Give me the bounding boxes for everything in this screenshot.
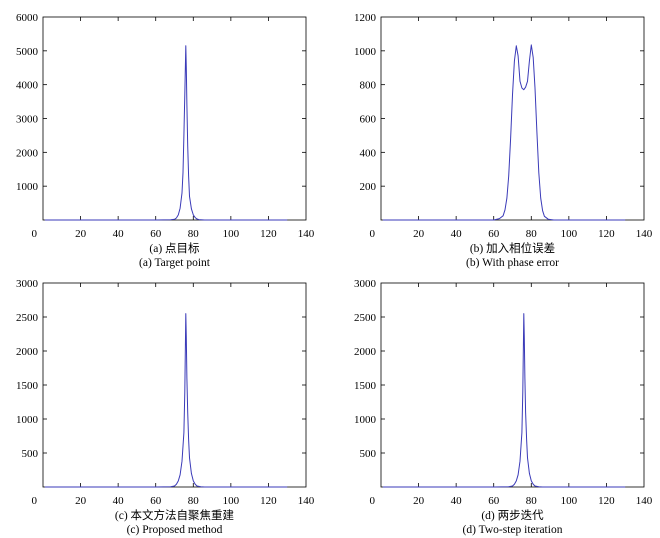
chart-panel-3: 0 20 40 60 80 100 120 140 500 1000 1500 2000 2500 300… — [354, 278, 653, 536]
caption-cn: (a) 点目标 — [149, 242, 199, 255]
y-tick-label: 3000 — [16, 278, 39, 290]
caption-en: (c) Proposed method — [127, 524, 223, 536]
x-tick-label: 0 — [370, 228, 376, 240]
x-tick-label: 0 — [32, 495, 38, 507]
y-tick-label: 200 — [360, 181, 377, 193]
x-tick-label: 100 — [223, 228, 240, 240]
series-line — [44, 45, 288, 221]
x-tick-label: 100 — [561, 228, 578, 240]
caption-cn: (c) 本文方法自聚焦重建 — [115, 508, 235, 522]
caption-en: (a) Target point — [139, 257, 211, 269]
x-tick-label: 140 — [298, 495, 315, 507]
x-tick-label: 60 — [488, 495, 500, 507]
series-line — [382, 44, 626, 221]
x-tick-label: 20 — [413, 495, 425, 507]
x-tick-label: 0 — [32, 228, 38, 240]
caption-en: (d) Two-step iteration — [463, 524, 563, 536]
y-tick-label: 1000 — [354, 46, 377, 58]
x-tick-label: 60 — [150, 228, 162, 240]
y-tick-label: 1500 — [16, 380, 39, 392]
y-tick-label: 2500 — [16, 312, 39, 324]
y-tick-label: 3000 — [16, 114, 39, 126]
x-tick-label: 100 — [561, 495, 578, 507]
x-tick-label: 140 — [298, 228, 315, 240]
x-tick-label: 80 — [526, 228, 538, 240]
series-line — [44, 313, 288, 488]
x-tick-label: 60 — [488, 228, 500, 240]
plot-frame — [380, 16, 645, 221]
y-tick-label: 400 — [360, 147, 377, 159]
x-tick-label: 120 — [598, 228, 615, 240]
y-tick-label: 2000 — [16, 346, 39, 358]
y-tick-label: 6000 — [16, 12, 39, 24]
x-tick-label: 100 — [223, 495, 240, 507]
plot-frame — [380, 282, 645, 488]
x-tick-label: 20 — [413, 228, 425, 240]
y-tick-label: 2000 — [16, 147, 39, 159]
y-tick-label: 4000 — [16, 80, 39, 92]
caption-en: (b) With phase error — [466, 257, 559, 269]
y-tick-label: 5000 — [16, 46, 39, 58]
series-line — [382, 313, 626, 488]
x-tick-label: 40 — [451, 228, 463, 240]
y-tick-label: 1500 — [354, 380, 377, 392]
y-tick-label: 2500 — [354, 312, 377, 324]
y-tick-label: 1000 — [354, 414, 377, 426]
y-tick-label: 800 — [360, 80, 377, 92]
y-tick-label: 500 — [360, 448, 377, 460]
x-tick-label: 40 — [113, 228, 125, 240]
x-tick-label: 120 — [260, 495, 277, 507]
chart-panel-2: 0 20 40 60 80 100 120 140 500 1000 1500 2000 2500 300… — [16, 278, 315, 536]
x-tick-label: 80 — [188, 228, 200, 240]
x-tick-label: 140 — [636, 495, 653, 507]
x-tick-label: 40 — [113, 495, 125, 507]
plot-frame — [42, 282, 307, 488]
x-tick-label: 40 — [451, 495, 463, 507]
chart-panel-0: 0 20 40 60 80 100 120 140 1000 2000 3000 4000 5000 60… — [16, 12, 315, 269]
chart-panel-1: 0 20 40 60 80 100 120 140 200 400 600 800 1000 1200 (b… — [354, 12, 653, 269]
caption-cn: (d) 两步迭代 — [481, 509, 544, 522]
x-tick-label: 0 — [370, 495, 376, 507]
x-tick-label: 80 — [526, 495, 538, 507]
y-tick-label: 500 — [22, 448, 39, 460]
caption-cn: (b) 加入相位误差 — [470, 241, 555, 255]
y-tick-label: 1000 — [16, 181, 39, 193]
y-tick-label: 600 — [360, 114, 377, 126]
y-tick-label: 1000 — [16, 414, 39, 426]
x-tick-label: 20 — [75, 228, 87, 240]
y-tick-label: 3000 — [354, 278, 377, 290]
x-tick-label: 60 — [150, 495, 162, 507]
y-tick-label: 1200 — [354, 12, 377, 24]
y-tick-label: 2000 — [354, 346, 377, 358]
x-tick-label: 20 — [75, 495, 87, 507]
x-tick-label: 140 — [636, 228, 653, 240]
x-tick-label: 120 — [598, 495, 615, 507]
x-tick-label: 120 — [260, 228, 277, 240]
plot-frame — [42, 16, 307, 221]
x-tick-label: 80 — [188, 495, 200, 507]
